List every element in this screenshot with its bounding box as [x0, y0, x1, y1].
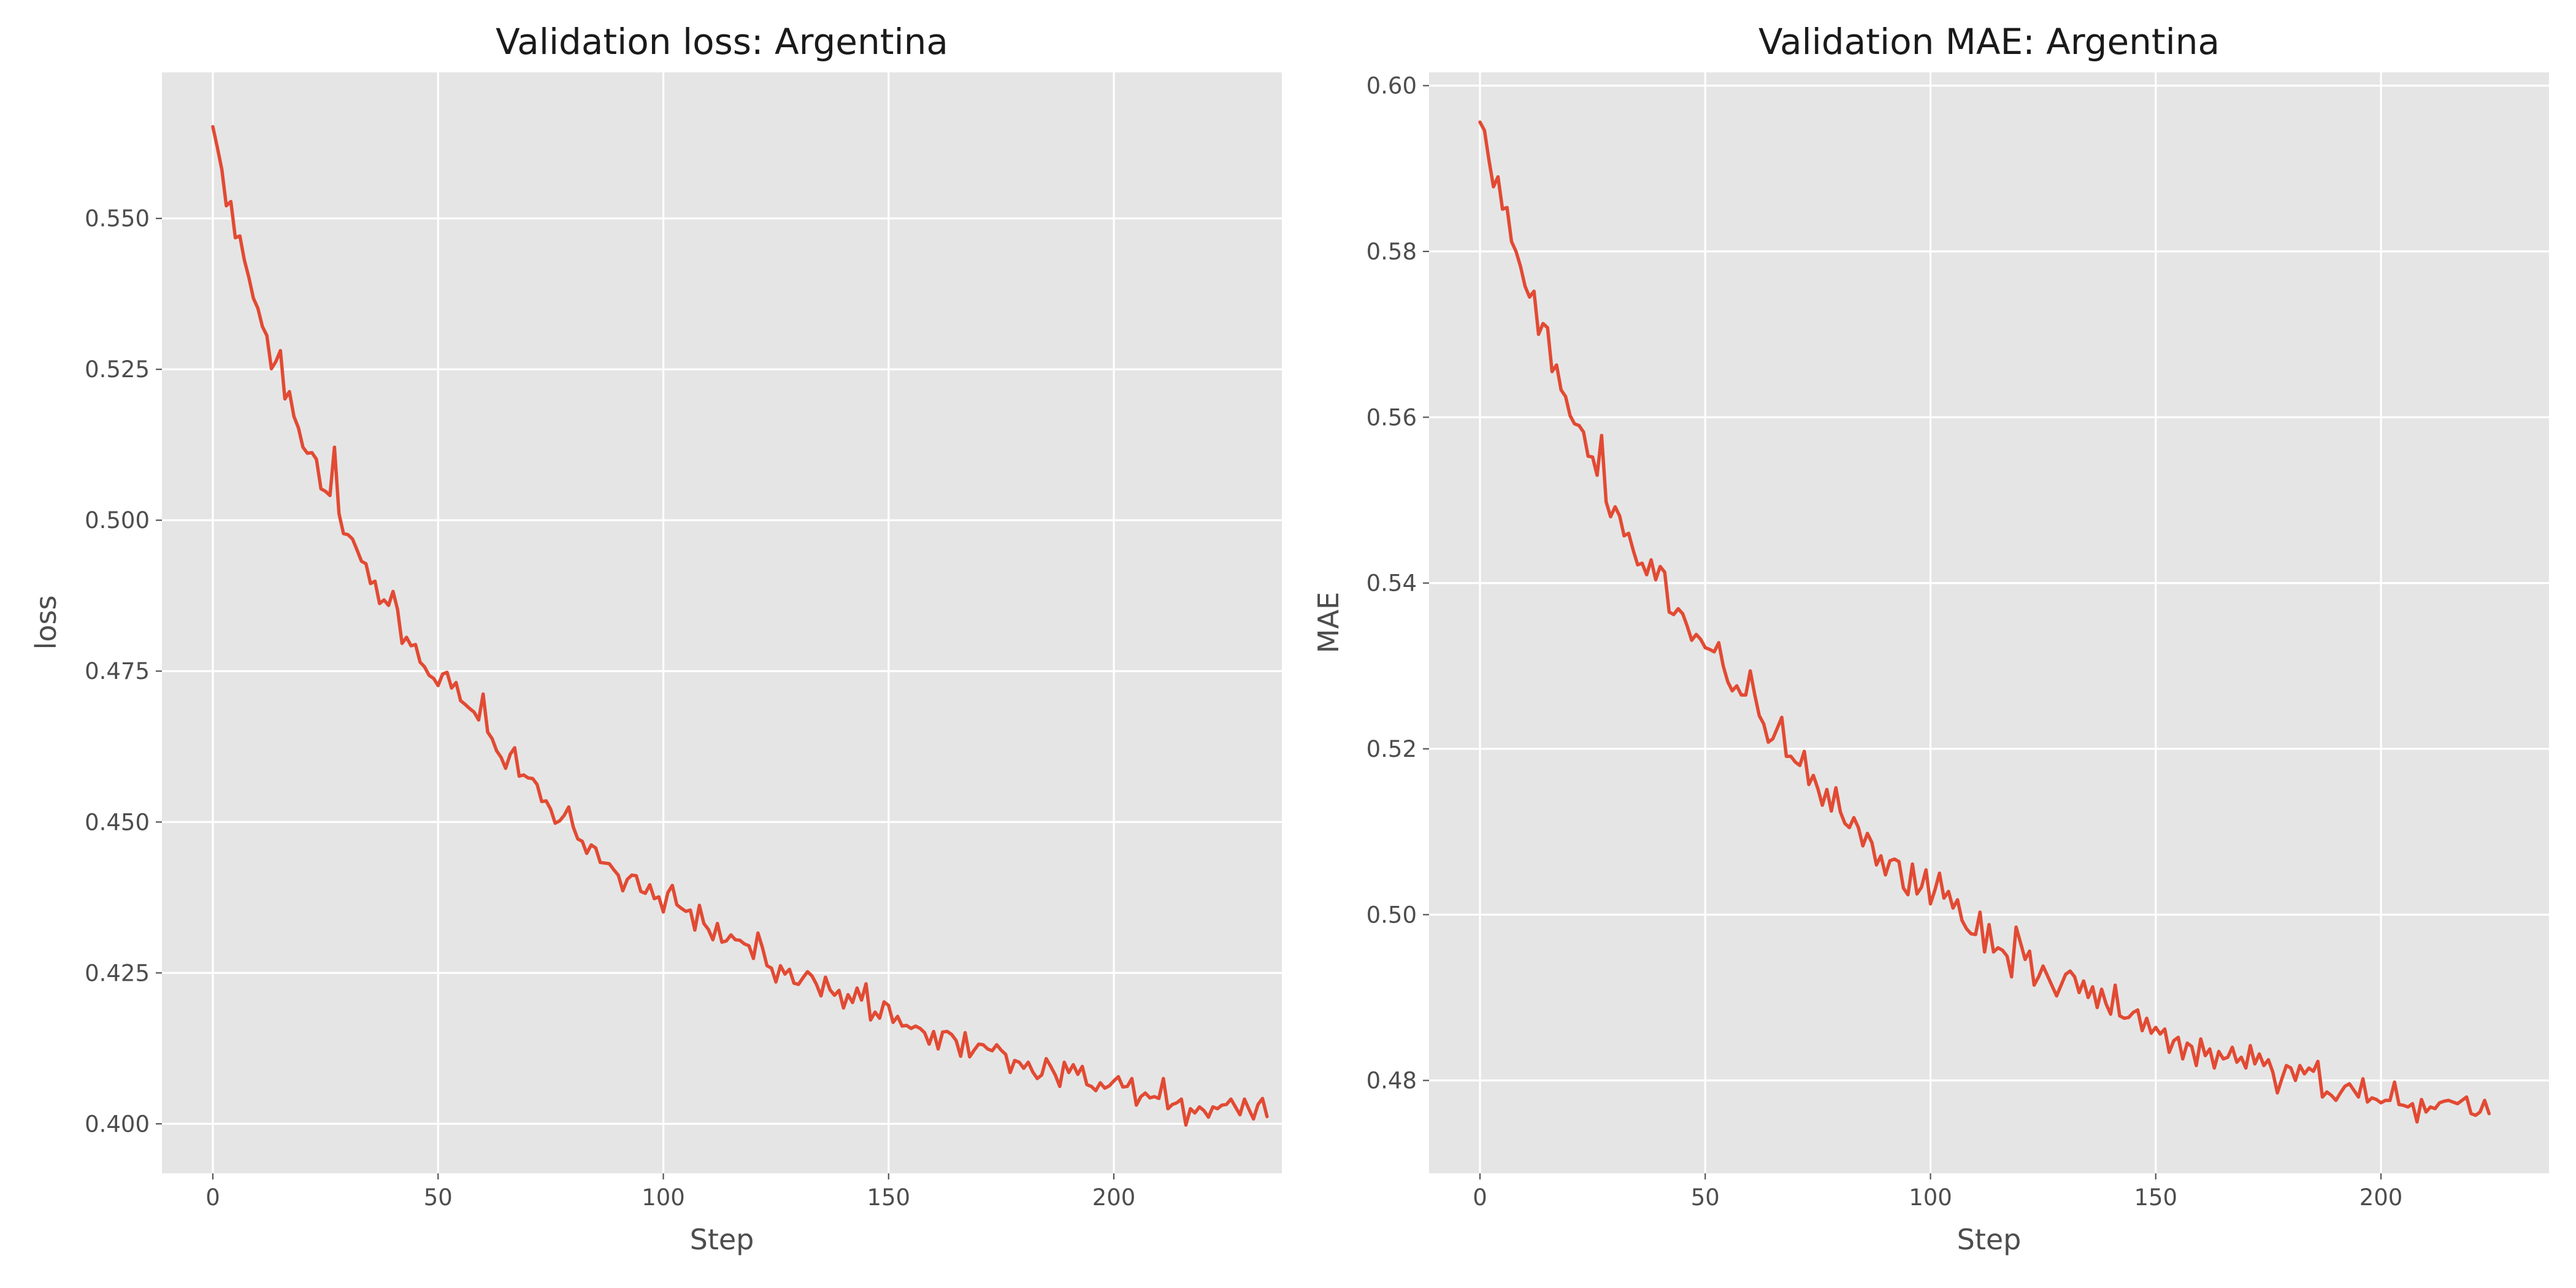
loss-chart-panel: 0 50 100 150 200 0.400 0.425 0.450 0.475 0.500 0.5… [29, 21, 1282, 1256]
loss-y-tick-label: 0.500 [85, 507, 150, 534]
loss-y-tick-label: 0.550 [85, 205, 150, 232]
mae-y-tick-label: 0.48 [1367, 1068, 1417, 1094]
loss-y-tick-label: 0.525 [85, 356, 150, 383]
mae-x-tick-label: 150 [2134, 1184, 2177, 1211]
mae-x-axis-label: Step [1957, 1223, 2022, 1256]
loss-y-tick-label: 0.450 [85, 809, 150, 835]
loss-axis-ticks: 0 50 100 150 200 0.400 0.425 0.450 0.475 0.500 0.5… [85, 205, 1135, 1211]
loss-plot-area [162, 72, 1282, 1173]
loss-chart-title: Validation loss: Argentina [496, 21, 948, 63]
mae-y-axis-label: MAE [1312, 592, 1345, 653]
mae-series-line [1478, 120, 2491, 1124]
mae-plot-area [1429, 72, 2549, 1173]
mae-gridlines [1429, 72, 2549, 1173]
mae-axis-ticks: 0 50 100 150 200 0.48 0.50 0.52 0.54 0.56 0.58 0.60 [1367, 73, 2403, 1211]
mae-y-tick-label: 0.50 [1367, 902, 1417, 928]
loss-y-tick-label: 0.425 [85, 960, 150, 986]
mae-x-tick-label: 50 [1691, 1184, 1720, 1211]
loss-gridlines [162, 72, 1282, 1173]
mae-chart-panel: 0 50 100 150 200 0.48 0.50 0.52 0.54 0.56 0.58 0.60… [1312, 21, 2549, 1256]
loss-x-tick-label: 200 [1092, 1184, 1136, 1211]
loss-x-tick-label: 0 [205, 1184, 220, 1211]
mae-y-tick-label: 0.54 [1367, 570, 1417, 597]
mae-x-tick-label: 100 [1909, 1184, 1952, 1211]
mae-y-tick-label: 0.52 [1367, 736, 1417, 762]
loss-y-tick-label: 0.400 [85, 1111, 150, 1137]
loss-y-tick-label: 0.475 [85, 658, 150, 684]
mae-x-tick-label: 200 [2359, 1184, 2403, 1211]
loss-x-tick-label: 100 [642, 1184, 685, 1211]
mae-chart-title: Validation MAE: Argentina [1758, 21, 2220, 63]
loss-x-tick-label: 50 [424, 1184, 453, 1211]
loss-series-line [211, 125, 1269, 1127]
mae-y-tick-label: 0.56 [1367, 404, 1417, 431]
mae-y-tick-label: 0.58 [1367, 239, 1417, 265]
loss-y-axis-label: loss [29, 596, 63, 650]
mae-y-tick-label: 0.60 [1367, 73, 1417, 99]
loss-x-axis-label: Step [690, 1223, 754, 1256]
mae-x-tick-label: 0 [1473, 1184, 1487, 1211]
loss-x-tick-label: 150 [867, 1184, 910, 1211]
